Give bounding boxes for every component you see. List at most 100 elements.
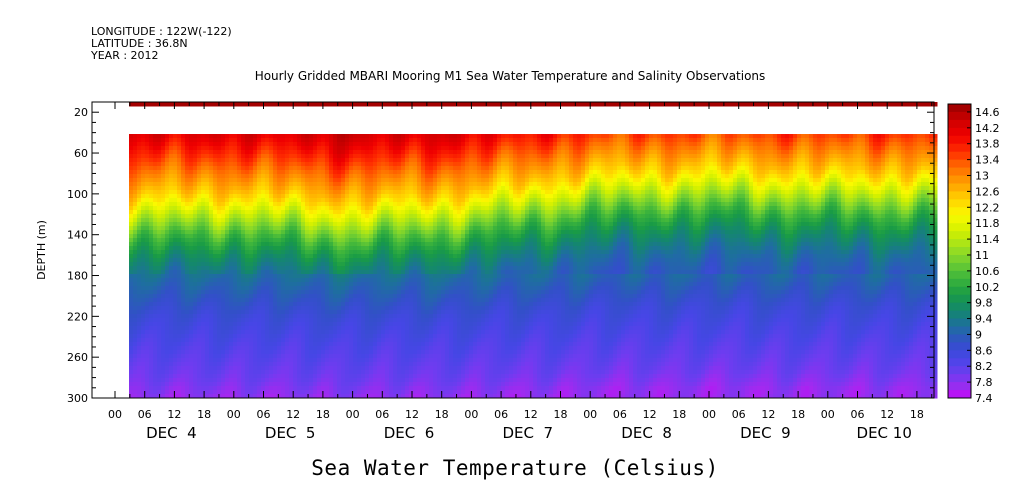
heatmap-cell — [381, 146, 386, 151]
heatmap-cell — [381, 138, 386, 143]
heatmap-cell — [337, 162, 342, 167]
heatmap-cell — [297, 382, 302, 387]
heatmap-cell — [385, 230, 390, 235]
heatmap-cell — [357, 330, 362, 335]
heatmap-cell — [209, 218, 214, 223]
heatmap-cell — [149, 166, 154, 171]
heatmap-cell — [133, 218, 138, 223]
heatmap-cell — [361, 322, 366, 327]
heatmap-cell — [213, 154, 218, 159]
heatmap-cell — [301, 342, 306, 347]
heatmap-cell — [157, 302, 162, 307]
heatmap-cell — [293, 142, 298, 147]
heatmap-cell — [373, 298, 378, 303]
heatmap-cell — [133, 386, 138, 391]
heatmap-cell — [413, 134, 418, 139]
heatmap-cell — [213, 270, 218, 275]
heatmap-cell — [177, 262, 182, 267]
heatmap-cell — [385, 350, 390, 355]
heatmap-cell — [421, 314, 426, 319]
heatmap-cell — [337, 386, 342, 391]
heatmap-cell — [393, 358, 398, 363]
heatmap-cell — [317, 350, 322, 355]
heatmap-cell — [285, 202, 290, 207]
heatmap-cell — [405, 382, 410, 387]
heatmap-cell — [217, 318, 222, 323]
heatmap-cell — [229, 294, 234, 299]
heatmap-cell — [257, 238, 262, 243]
heatmap-cell — [337, 314, 342, 319]
heatmap-cell — [325, 346, 330, 351]
heatmap-cell — [161, 298, 166, 303]
heatmap-cell — [233, 242, 238, 247]
heatmap-cell — [341, 206, 346, 211]
heatmap-cell — [273, 318, 278, 323]
heatmap-cell — [337, 374, 342, 379]
heatmap-cell — [353, 190, 358, 195]
heatmap-cell — [417, 342, 422, 347]
heatmap-cell — [253, 326, 258, 331]
heatmap-cell — [349, 370, 354, 375]
heatmap-cell — [361, 234, 366, 239]
heatmap-cell — [285, 242, 290, 247]
heatmap-cell — [365, 154, 370, 159]
heatmap-cell — [409, 362, 414, 367]
heatmap-cell — [285, 334, 290, 339]
heatmap-cell — [281, 358, 286, 363]
heatmap-cell — [301, 242, 306, 247]
heatmap-cell — [377, 158, 382, 163]
heatmap-cell — [401, 278, 406, 283]
heatmap-cell — [161, 262, 166, 267]
heatmap-cell — [369, 302, 374, 307]
heatmap-cell — [301, 158, 306, 163]
heatmap-cell — [321, 166, 326, 171]
heatmap-cell — [229, 354, 234, 359]
heatmap-cell — [293, 170, 298, 175]
heatmap-cell — [377, 394, 382, 399]
heatmap-cell — [233, 290, 238, 295]
heatmap-cell — [385, 242, 390, 247]
heatmap-cell — [145, 266, 150, 271]
heatmap-cell — [245, 218, 250, 223]
heatmap-cell — [169, 294, 174, 299]
heatmap-cell — [237, 222, 242, 227]
heatmap-cell — [417, 286, 422, 291]
heatmap-cell — [137, 142, 142, 147]
heatmap-cell — [229, 302, 234, 307]
heatmap-cell — [309, 222, 314, 227]
heatmap-cell — [321, 310, 326, 315]
heatmap-cell — [285, 150, 290, 155]
heatmap-cell — [409, 310, 414, 315]
heatmap-cell — [245, 158, 250, 163]
heatmap-cell — [173, 330, 178, 335]
heatmap-cell — [321, 274, 326, 279]
heatmap-cell — [345, 334, 350, 339]
heatmap-cell — [397, 334, 402, 339]
heatmap-cell — [357, 314, 362, 319]
heatmap-cell — [177, 258, 182, 263]
heatmap-cell — [277, 198, 282, 203]
heatmap-cell — [381, 254, 386, 259]
heatmap-cell — [161, 102, 166, 107]
heatmap-cell — [201, 238, 206, 243]
heatmap-cell — [309, 346, 314, 351]
heatmap-cell — [333, 330, 338, 335]
heatmap-cell — [305, 306, 310, 311]
heatmap-cell — [205, 274, 210, 279]
heatmap-cell — [165, 278, 170, 283]
heatmap-cell — [241, 230, 246, 235]
heatmap-cell — [297, 282, 302, 287]
heatmap-cell — [373, 174, 378, 179]
heatmap-cell — [413, 394, 418, 399]
heatmap-cell — [409, 278, 414, 283]
heatmap-cell — [157, 250, 162, 255]
heatmap-cell — [353, 254, 358, 259]
heatmap-cell — [129, 250, 134, 255]
heatmap-cell — [365, 210, 370, 215]
heatmap-cell — [185, 270, 190, 275]
heatmap-cell — [237, 330, 242, 335]
heatmap-cell — [277, 354, 282, 359]
heatmap-cell — [353, 382, 358, 387]
heatmap-cell — [317, 174, 322, 179]
heatmap-cell — [261, 366, 266, 371]
